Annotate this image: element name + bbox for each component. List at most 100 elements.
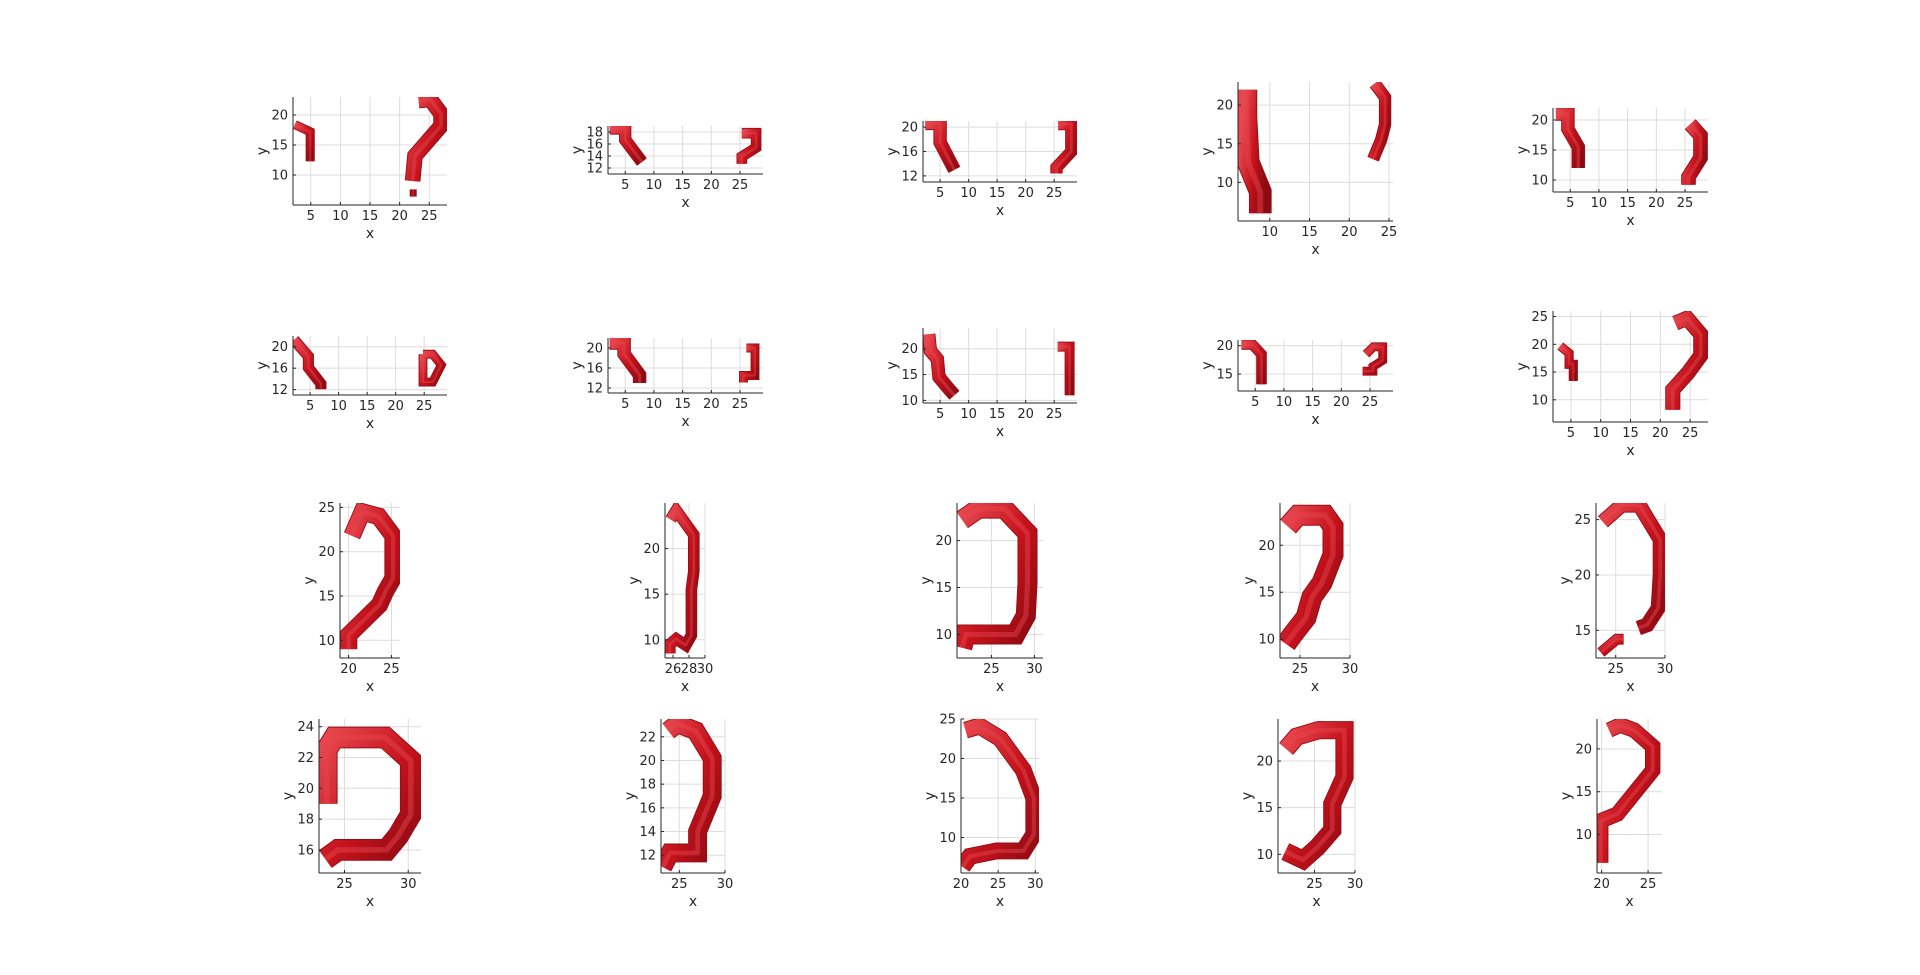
x-tick-label: 20 bbox=[340, 662, 357, 677]
x-tick-label: 30 bbox=[717, 877, 734, 892]
surface-highlight bbox=[323, 734, 414, 862]
surface-highlight bbox=[1686, 123, 1703, 185]
y-axis-label: y bbox=[1200, 361, 1216, 369]
x-tick-label: 10 bbox=[960, 407, 977, 422]
surface-shape bbox=[419, 350, 446, 386]
x-tick-label: 25 bbox=[732, 397, 749, 412]
x-axis-label: x bbox=[1311, 412, 1319, 428]
y-tick-label: 15 bbox=[1216, 368, 1233, 383]
subplot-10: 5 10 15 20 25 10 15 20 25 x y bbox=[1515, 310, 1708, 459]
surface-shape bbox=[319, 727, 421, 868]
y-tick-label: 16 bbox=[901, 145, 918, 160]
x-axis-label: x bbox=[681, 414, 689, 430]
x-tick-label: 20 bbox=[703, 397, 720, 412]
surface-shape bbox=[1051, 121, 1077, 174]
y-axis-label: y bbox=[255, 361, 271, 369]
surface-highlight bbox=[1241, 343, 1263, 385]
x-tick-label: 10 bbox=[330, 399, 347, 414]
y-axis-label: y bbox=[1559, 792, 1575, 800]
surface-shape bbox=[293, 336, 326, 390]
y-tick-label: 10 bbox=[271, 169, 288, 184]
y-tick-label: 16 bbox=[586, 362, 603, 377]
y-axis-label: y bbox=[627, 576, 643, 584]
subplot-7: 5 10 15 20 25 12 16 20 x y bbox=[570, 338, 763, 430]
y-tick-label: 15 bbox=[1531, 144, 1548, 159]
y-axis-label: y bbox=[1200, 147, 1216, 155]
x-tick-label: 25 bbox=[1362, 395, 1379, 410]
x-axis-label: x bbox=[1626, 213, 1634, 229]
surface-shape bbox=[740, 344, 759, 383]
x-tick-label: 30 bbox=[1342, 662, 1359, 677]
y-tick-label: 20 bbox=[1575, 742, 1592, 757]
surface-highlight bbox=[1055, 122, 1073, 174]
x-tick-label: 10 bbox=[332, 209, 349, 224]
subplot-18: 20 25 30 10 15 20 25 x y bbox=[923, 713, 1044, 911]
x-tick-label: 30 bbox=[1347, 877, 1364, 892]
surface-highlight bbox=[609, 341, 642, 383]
surface-shape bbox=[609, 338, 646, 383]
x-tick-label: 5 bbox=[1251, 395, 1259, 410]
x-tick-label: 25 bbox=[1682, 426, 1699, 441]
x-tick-label: 10 bbox=[1592, 426, 1609, 441]
x-tick-label: 15 bbox=[989, 186, 1006, 201]
x-tick-label: 20 bbox=[953, 877, 970, 892]
x-tick-label: 10 bbox=[1276, 395, 1293, 410]
x-tick-label: 20 bbox=[1017, 407, 1034, 422]
x-axis-label: x bbox=[366, 416, 374, 432]
y-axis-label: y bbox=[1240, 792, 1256, 800]
y-tick-label: 20 bbox=[939, 752, 956, 767]
y-axis-label: y bbox=[570, 146, 586, 154]
subplot-11: 20 25 10 15 20 25 x y bbox=[302, 501, 400, 695]
y-tick-label: 15 bbox=[1531, 366, 1548, 381]
surface-shape bbox=[1555, 108, 1585, 168]
y-tick-label: 16 bbox=[271, 362, 288, 377]
x-tick-label: 20 bbox=[1652, 426, 1669, 441]
y-tick-label: 12 bbox=[271, 383, 288, 398]
y-axis-label: y bbox=[923, 792, 939, 800]
y-tick-label: 25 bbox=[318, 501, 335, 516]
surface-highlight bbox=[1670, 316, 1703, 410]
subplot-20: 20 25 10 15 20 x y bbox=[1559, 719, 1662, 910]
x-tick-label: 20 bbox=[391, 209, 408, 224]
x-tick-label: 25 bbox=[1607, 662, 1624, 677]
x-tick-label: 30 bbox=[697, 662, 714, 677]
surface-shape bbox=[1362, 343, 1387, 375]
y-tick-label: 16 bbox=[586, 138, 603, 153]
subplot-16: 25 30 16 18 20 22 24 x y bbox=[281, 719, 421, 910]
x-tick-label: 20 bbox=[1648, 196, 1665, 211]
x-tick-label: 20 bbox=[1333, 395, 1350, 410]
x-tick-label: 30 bbox=[400, 877, 417, 892]
x-tick-label: 10 bbox=[646, 178, 663, 193]
subplot-14: 25 30 10 15 20 x y bbox=[1242, 503, 1359, 695]
y-tick-label: 12 bbox=[586, 162, 603, 177]
x-tick-label: 30 bbox=[1657, 662, 1674, 677]
surface-highlight bbox=[668, 508, 696, 654]
surface-shape bbox=[1280, 505, 1343, 650]
surface-shape bbox=[1368, 82, 1391, 162]
surface-highlight bbox=[1601, 503, 1662, 630]
y-tick-label: 15 bbox=[643, 588, 660, 603]
y-tick-label: 25 bbox=[1574, 513, 1591, 528]
x-tick-label: 5 bbox=[1566, 196, 1574, 211]
surface-highlight bbox=[661, 721, 715, 869]
surface-highlight bbox=[1371, 82, 1387, 160]
y-tick-label: 18 bbox=[586, 126, 603, 141]
surface-shape bbox=[923, 333, 959, 399]
surface-shape bbox=[1057, 342, 1074, 396]
y-tick-label: 20 bbox=[639, 754, 656, 769]
subplot-17: 25 30 12 14 16 18 20 22 x y bbox=[623, 719, 734, 910]
subplot-13: 25 30 10 15 20 x y bbox=[919, 503, 1043, 695]
x-axis-label: x bbox=[366, 226, 374, 242]
y-tick-label: 20 bbox=[1574, 568, 1591, 583]
x-axis-label: x bbox=[1312, 894, 1320, 910]
x-axis-label: x bbox=[1625, 894, 1633, 910]
surface-shape bbox=[737, 128, 761, 164]
x-tick-label: 25 bbox=[1640, 877, 1657, 892]
x-tick-label: 25 bbox=[990, 877, 1007, 892]
x-tick-label: 5 bbox=[936, 407, 944, 422]
y-tick-label: 16 bbox=[297, 843, 314, 858]
x-tick-label: 15 bbox=[1304, 395, 1321, 410]
